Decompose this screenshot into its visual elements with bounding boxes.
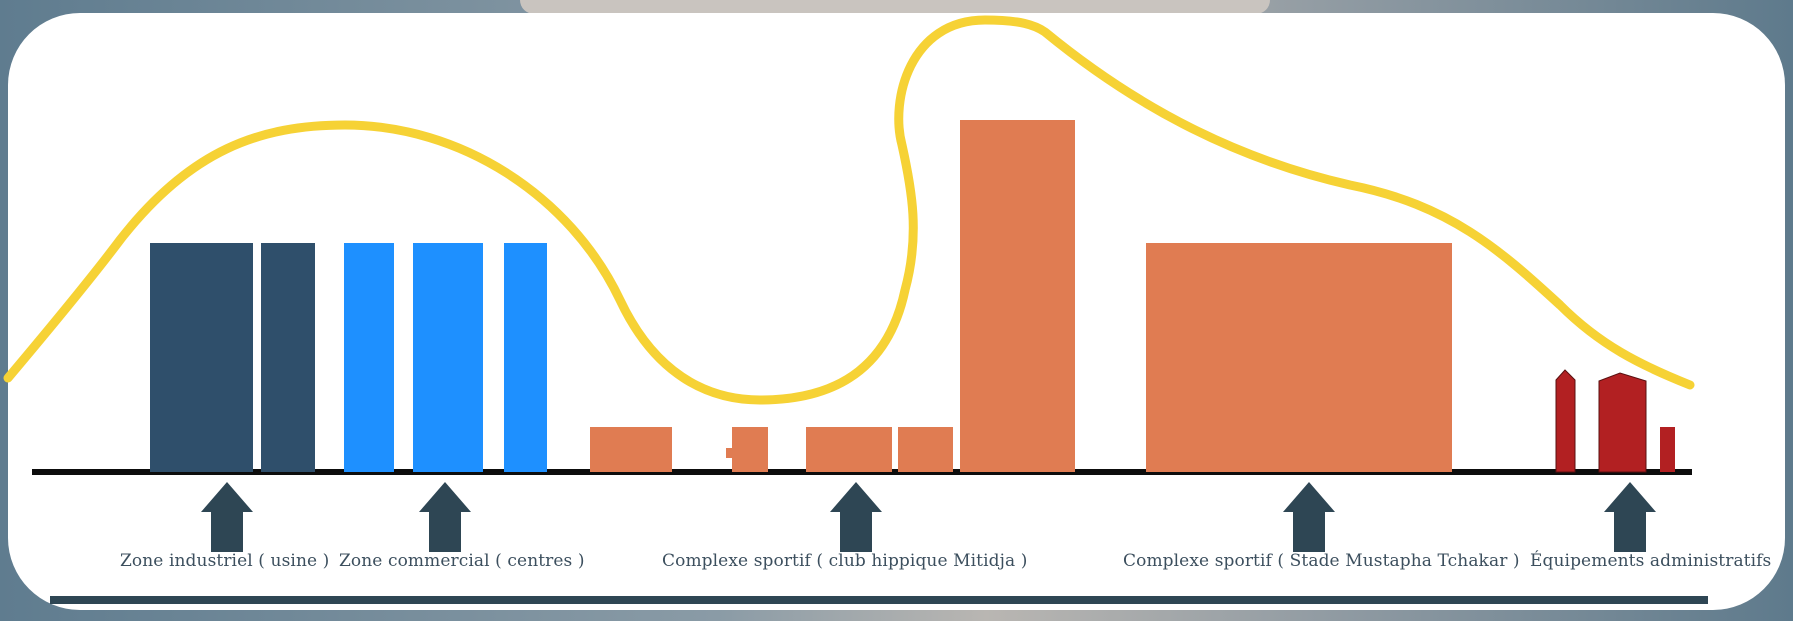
- arrow-up-icon: [419, 482, 471, 552]
- commercial-building: [504, 243, 547, 472]
- commercial-buildings: [344, 243, 547, 472]
- arrow-up-icon: [1283, 482, 1335, 552]
- label-industrial: Zone industriel ( usine ): [120, 551, 330, 571]
- admin-buildings: [1555, 369, 1675, 473]
- arrow-up-icon: [1604, 482, 1656, 552]
- arrow-up-icon: [201, 482, 253, 552]
- industrial-building: [261, 243, 315, 472]
- industrial-building: [150, 243, 253, 472]
- admin-building: [1598, 372, 1647, 473]
- label-sport-club: Complexe sportif ( club hippique Mitidja…: [662, 551, 1028, 571]
- industrial-buildings: [150, 243, 315, 472]
- admin-building: [1555, 369, 1576, 473]
- bottom-stripe: [50, 596, 1708, 604]
- commercial-building: [344, 243, 394, 472]
- top-tab-decoration: [520, 0, 1270, 14]
- commercial-building: [413, 243, 483, 472]
- sport-building: [732, 427, 768, 472]
- admin-building: [1660, 427, 1675, 472]
- label-commercial: Zone commercial ( centres ): [339, 551, 585, 571]
- arrow-up-icon: [830, 482, 882, 552]
- sport-club-buildings: [590, 120, 1075, 472]
- sport-tower: [960, 120, 1075, 472]
- label-sport-stade: Complexe sportif ( Stade Mustapha Tchaka…: [1123, 551, 1520, 571]
- stadium-building: [1146, 243, 1452, 472]
- sport-building: [590, 427, 672, 472]
- label-admin: Équipements administratifs: [1530, 551, 1772, 571]
- sport-building: [898, 427, 953, 472]
- sport-building: [806, 427, 892, 472]
- sport-building-annex: [726, 448, 734, 458]
- terrain-curve: [3, 15, 1695, 405]
